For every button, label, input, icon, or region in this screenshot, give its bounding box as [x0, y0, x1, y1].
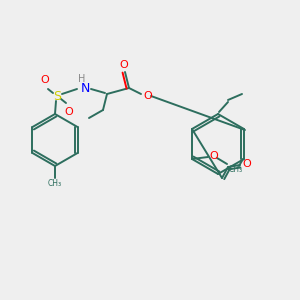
Text: O: O [40, 75, 50, 85]
Text: S: S [53, 89, 61, 103]
Text: H: H [78, 74, 86, 84]
Text: O: O [144, 91, 152, 101]
Text: O: O [243, 159, 251, 169]
Text: CH₃: CH₃ [48, 179, 62, 188]
Text: O: O [64, 107, 74, 117]
Text: CH₃: CH₃ [229, 164, 243, 173]
Text: O: O [120, 60, 128, 70]
Text: N: N [80, 82, 90, 94]
Text: O: O [210, 151, 218, 161]
